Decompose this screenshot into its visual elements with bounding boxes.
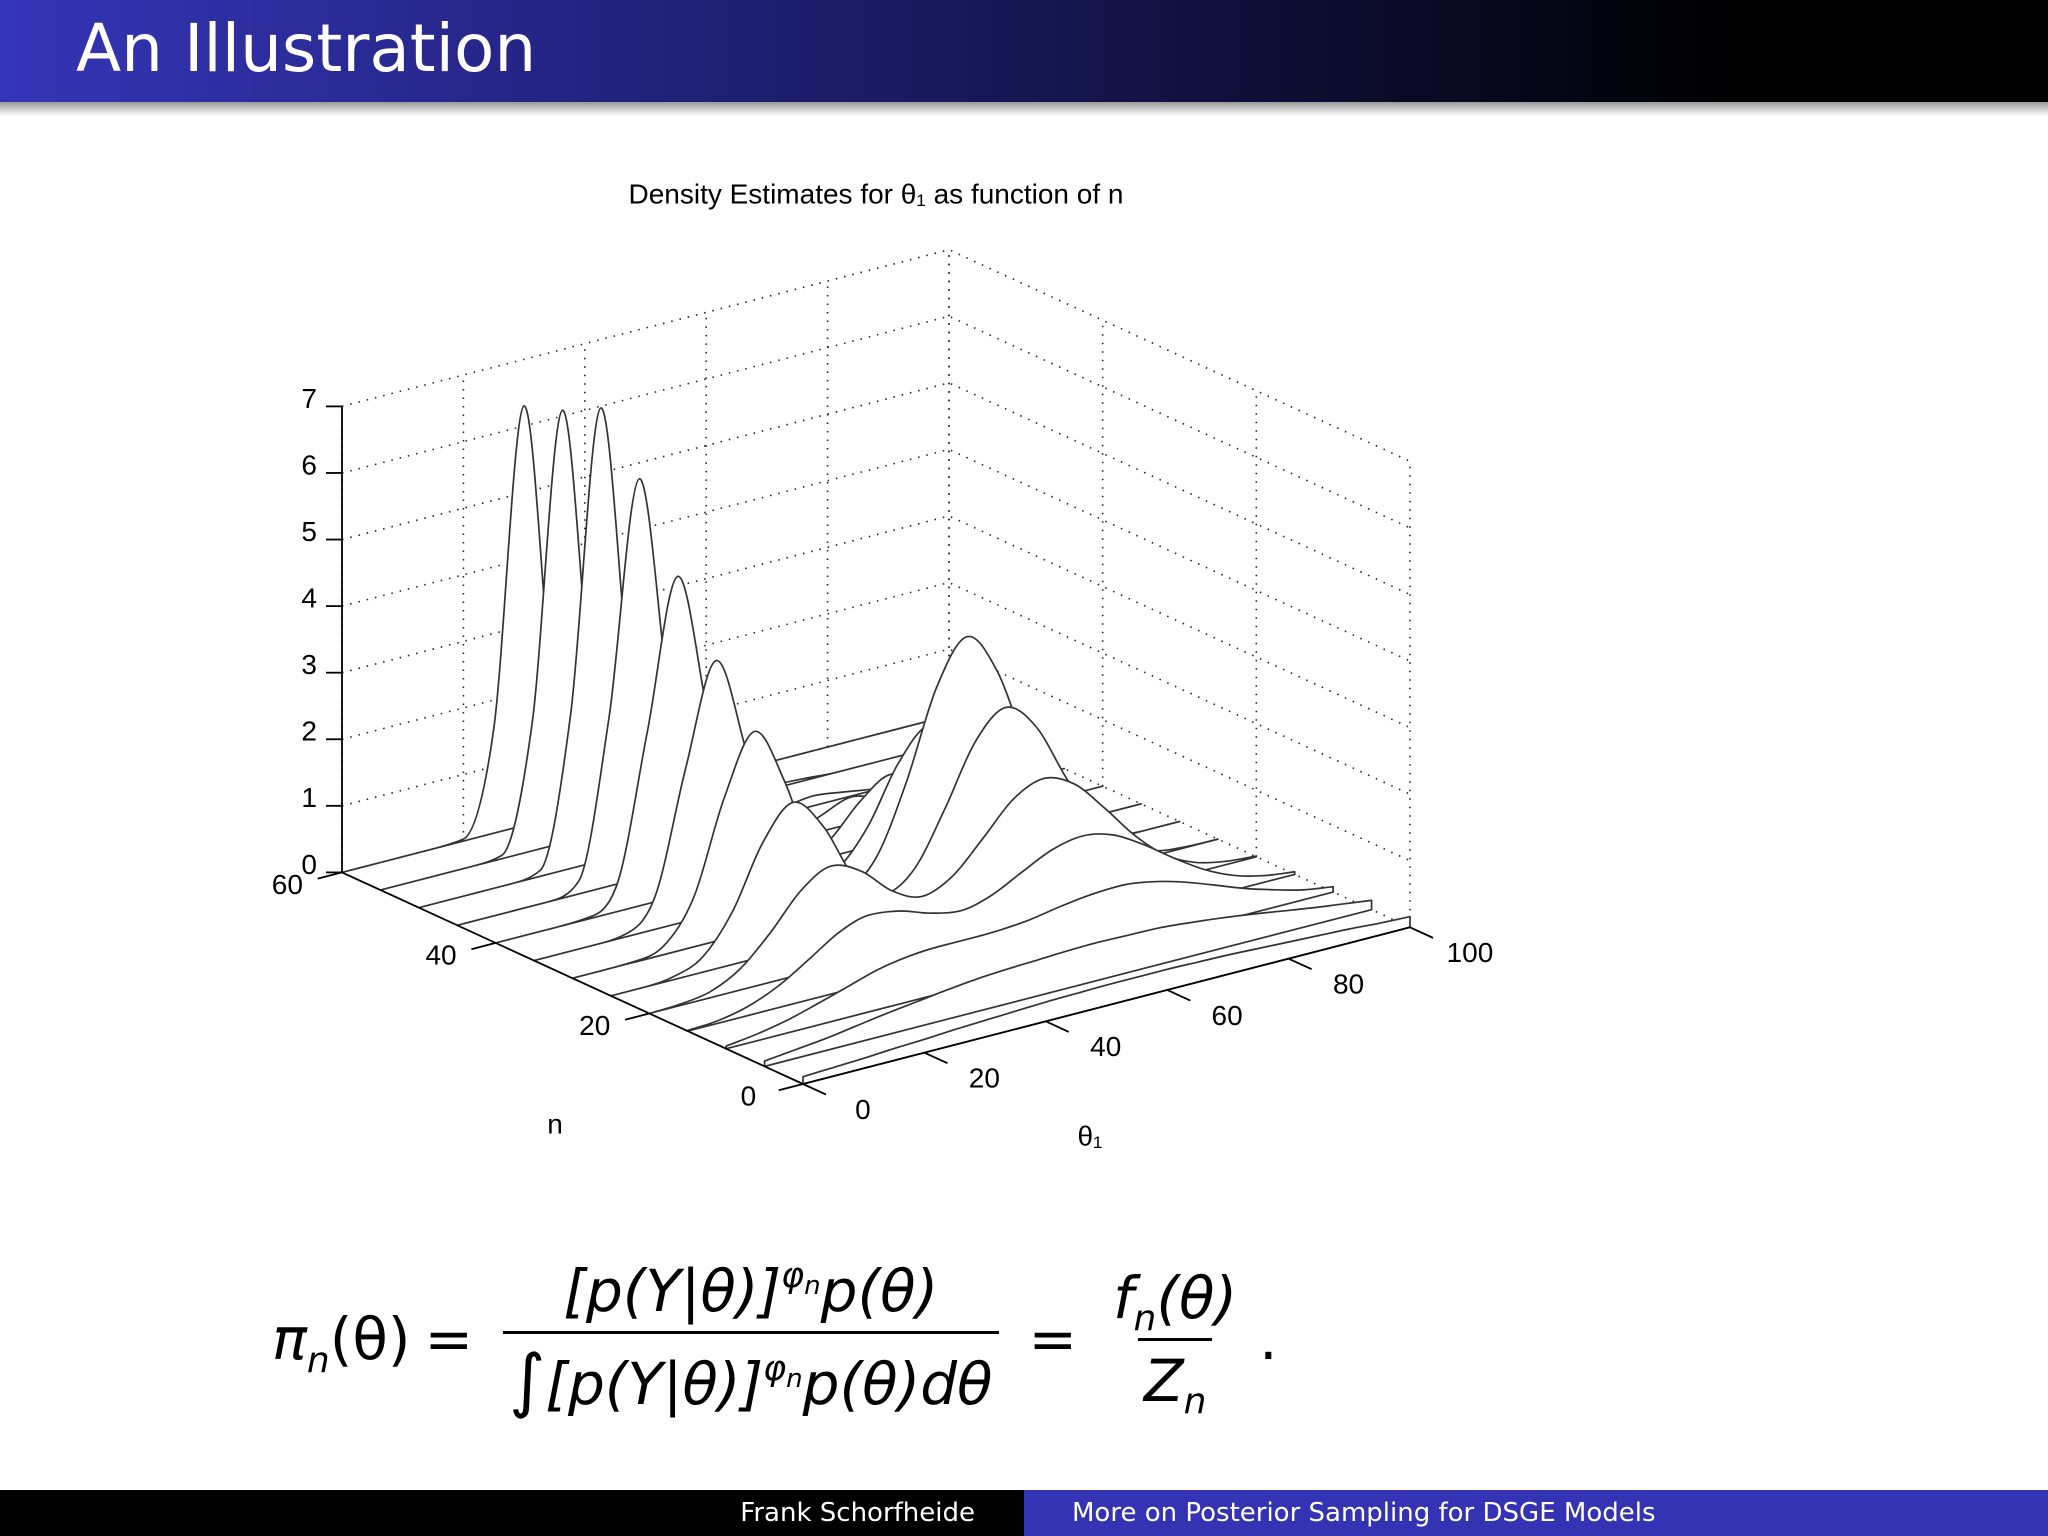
x-tick-label: 60: [1212, 1000, 1243, 1031]
fraction: fn(θ) Zn: [1107, 1263, 1243, 1423]
x-tick-label: 80: [1333, 969, 1364, 1000]
equals: =: [424, 1305, 474, 1373]
density-curve: [802, 915, 1411, 1085]
symbol: f: [1113, 1263, 1134, 1332]
tick-mark: [1409, 926, 1434, 939]
subscript: n: [804, 1271, 821, 1302]
subscript: n: [1133, 1298, 1157, 1340]
z-tick-label: 2: [301, 716, 317, 747]
x-tick-label: 40: [1090, 1031, 1121, 1062]
equals: =: [1028, 1305, 1078, 1373]
slide-title: An Illustration: [76, 10, 537, 87]
y-tick-label: 20: [579, 1010, 610, 1041]
header-bar: An Illustration: [0, 0, 2048, 102]
tick-mark: [778, 1083, 804, 1092]
x-axis: [802, 926, 1411, 1085]
y-tick-label: 0: [741, 1080, 757, 1111]
denominator: Zn: [1137, 1337, 1213, 1422]
z-tick-label: 1: [301, 782, 317, 813]
formula: πn(θ) = [p(Y|θ)]φnp(θ) ∫[p(Y|θ)]φnp(θ)dθ…: [272, 1249, 1278, 1429]
symbol: Z: [1143, 1346, 1184, 1415]
symbol: π: [272, 1305, 307, 1373]
grid-line: [341, 248, 1411, 463]
z-tick-label: 4: [301, 583, 317, 614]
symbol: φ: [763, 1348, 787, 1389]
grid-line: [341, 381, 1411, 596]
symbol: [p(Y|θ)]: [563, 1257, 782, 1325]
talk-title: More on Posterior Sampling for DSGE Mode…: [1072, 1498, 1656, 1528]
symbol: [p(Y|θ)]: [545, 1350, 764, 1418]
numerator: [p(Y|θ)]φnp(θ): [557, 1255, 944, 1331]
integral: ∫: [509, 1340, 546, 1421]
footer-right: More on Posterior Sampling for DSGE Mode…: [1024, 1490, 2048, 1536]
subscript: n: [1183, 1381, 1207, 1423]
tick-mark: [1166, 989, 1191, 1002]
tick-mark: [624, 1012, 650, 1021]
y-axis: [341, 871, 804, 1085]
subscript: n: [306, 1339, 330, 1381]
symbol: p(θ): [820, 1257, 939, 1325]
denominator: ∫[p(Y|θ)]φnp(θ)dθ: [503, 1331, 999, 1421]
grid-line: [341, 315, 1411, 529]
symbol: p(θ)dθ: [802, 1350, 993, 1418]
density-curve: [763, 899, 1373, 1068]
numerator: fn(θ): [1107, 1263, 1243, 1340]
tick-mark: [317, 871, 343, 880]
tick-mark: [1288, 957, 1313, 971]
z-tick-label: 7: [301, 383, 317, 414]
z-tick-label: 6: [301, 449, 317, 480]
author: Frank Schorfheide: [740, 1498, 975, 1528]
y-tick-label: 60: [272, 869, 303, 900]
superscript: φn: [763, 1348, 803, 1395]
tick-mark: [802, 1083, 827, 1096]
x-tick-label: 20: [969, 1063, 1000, 1094]
chart: Density Estimates for θ₁ as function of …: [272, 178, 1494, 1151]
z-tick-label: 0: [301, 849, 317, 880]
fraction: [p(Y|θ)]φnp(θ) ∫[p(Y|θ)]φnp(θ)dθ: [503, 1255, 999, 1421]
z-tick-label: 3: [301, 649, 317, 680]
superscript: φn: [781, 1255, 821, 1302]
term: πn(θ): [272, 1305, 411, 1381]
footer: Frank Schorfheide More on Posterior Samp…: [0, 1490, 2048, 1536]
z-tick-label: 5: [301, 516, 317, 547]
x-axis-label: θ₁: [1077, 1120, 1102, 1151]
y-tick-label: 40: [425, 939, 456, 970]
tick-mark: [1045, 1020, 1070, 1033]
x-tick-label: 100: [1447, 937, 1494, 968]
x-tick-label: 0: [855, 1094, 871, 1125]
tick-mark: [471, 942, 496, 951]
footer-left: Frank Schorfheide: [0, 1490, 1024, 1536]
symbol: (θ): [1156, 1263, 1238, 1332]
symbol: (θ): [329, 1305, 411, 1373]
tick-mark: [924, 1051, 948, 1065]
period: .: [1259, 1305, 1278, 1373]
header-shadow: [0, 102, 2048, 116]
y-axis-label: n: [547, 1108, 563, 1139]
symbol: φ: [781, 1255, 805, 1296]
chart-title: Density Estimates for θ₁ as function of …: [628, 178, 1123, 209]
subscript: n: [786, 1364, 803, 1395]
